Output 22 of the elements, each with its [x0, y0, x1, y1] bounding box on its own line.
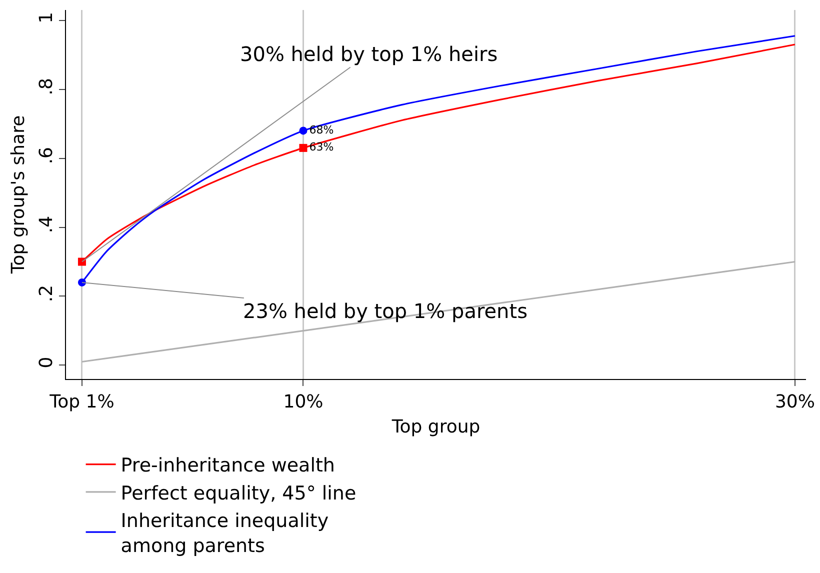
point: [78, 258, 86, 266]
point: [78, 278, 86, 286]
x-tick-label: 10%: [283, 392, 324, 413]
y-tick-label: .4: [36, 216, 57, 234]
annotation: 23% held by top 1% parents: [243, 299, 528, 323]
legend-label: Pre-inheritance wealth: [120, 454, 335, 477]
data-label: 68%: [309, 123, 334, 136]
point: [299, 126, 308, 135]
x-tick-label: 30%: [774, 392, 815, 413]
y-tick-label: 0: [36, 356, 57, 368]
legend-label: Inheritance inequality among parents: [120, 510, 329, 557]
x-tick-label: Top 1%: [48, 392, 114, 413]
data-label: 63%: [309, 140, 334, 154]
y-axis-title: Top group's share: [8, 115, 29, 275]
y-tick-label: .6: [36, 146, 57, 164]
x-axis-title: Top group: [390, 416, 480, 438]
y-tick-label: 1: [36, 12, 57, 24]
annotation: 30% held by top 1% heirs: [240, 42, 498, 66]
legend-label: Perfect equality, 45° line: [120, 482, 356, 504]
y-tick-label: .8: [36, 78, 57, 96]
point: [299, 144, 308, 152]
y-tick-label: .2: [36, 284, 57, 302]
